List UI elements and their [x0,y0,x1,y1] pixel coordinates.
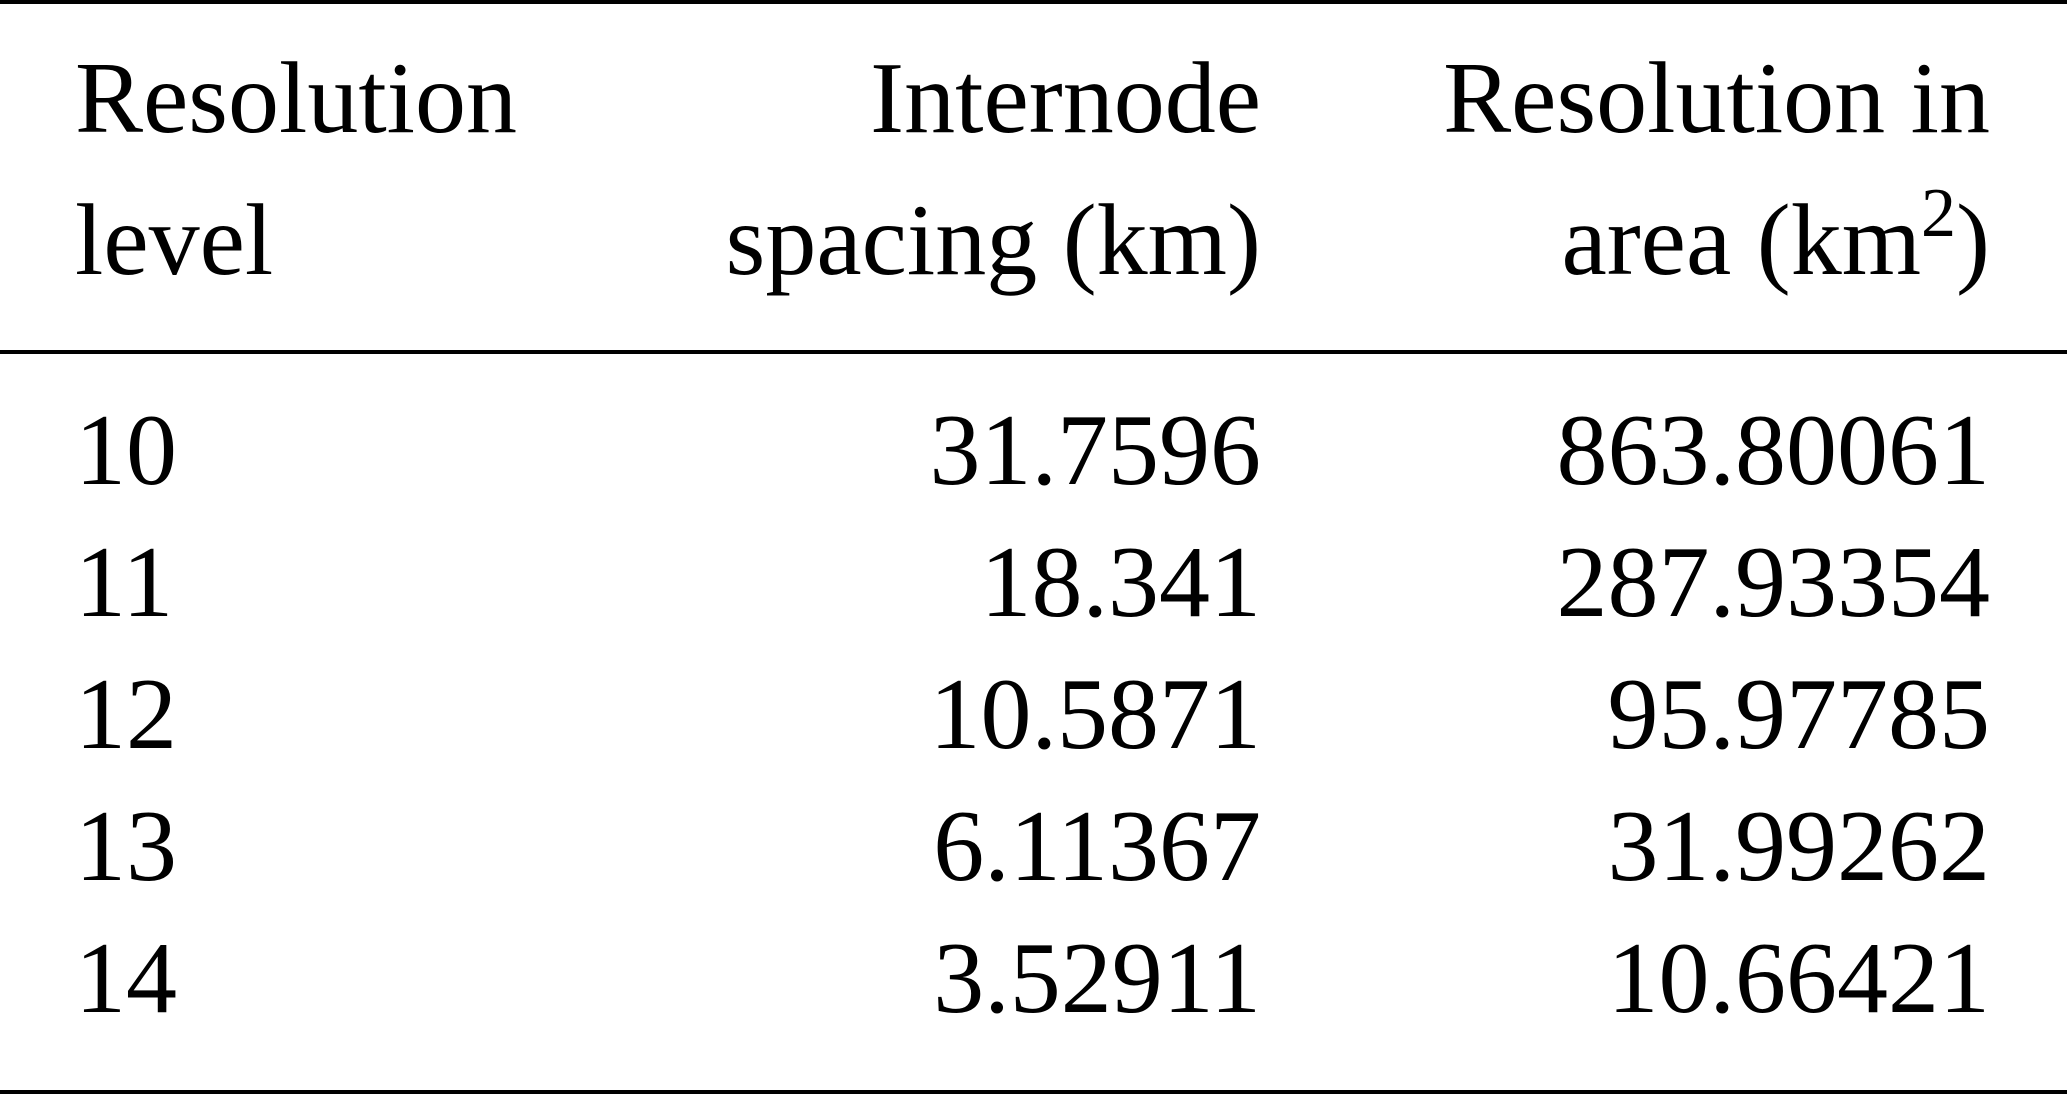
table-cell: 31.99262 [1608,790,1991,903]
header-line: Resolution [75,42,517,155]
table-cell: 10.5871 [930,658,1262,771]
table-cell: 10.66421 [1608,922,1991,1035]
table-cell: 31.7596 [930,394,1262,507]
superscript: 2 [1921,175,1956,252]
header-line: Resolution in [1443,42,1990,155]
table-cell: 287.93354 [1557,526,1991,639]
header-line: spacing (km) [726,184,1261,297]
header-cell: Internode [870,42,1261,155]
header-cell: Resolution in [1443,42,1990,155]
table-cell: 3.52911 [933,922,1261,1035]
header-line: Internode [870,42,1261,155]
header-cell: Resolution [75,42,517,155]
header-line: area (km [1561,184,1921,297]
table-cell: 14 [75,922,177,1035]
table-cell: 12 [75,658,177,771]
table-cell: 95.97785 [1608,658,1991,771]
table-cell: 13 [75,790,177,903]
table-cell: 10 [75,394,177,507]
table-cell: 6.11367 [933,790,1261,903]
header-line: ) [1956,184,1990,297]
table-cell: 863.80061 [1557,394,1991,507]
header-line: level [75,184,273,297]
table-cell: 18.341 [981,526,1262,639]
header-cell: spacing (km) [726,184,1261,297]
table-cell: 11 [75,526,173,639]
header-cell: level [75,184,273,297]
header-cell: area (km2) [1561,175,1990,297]
